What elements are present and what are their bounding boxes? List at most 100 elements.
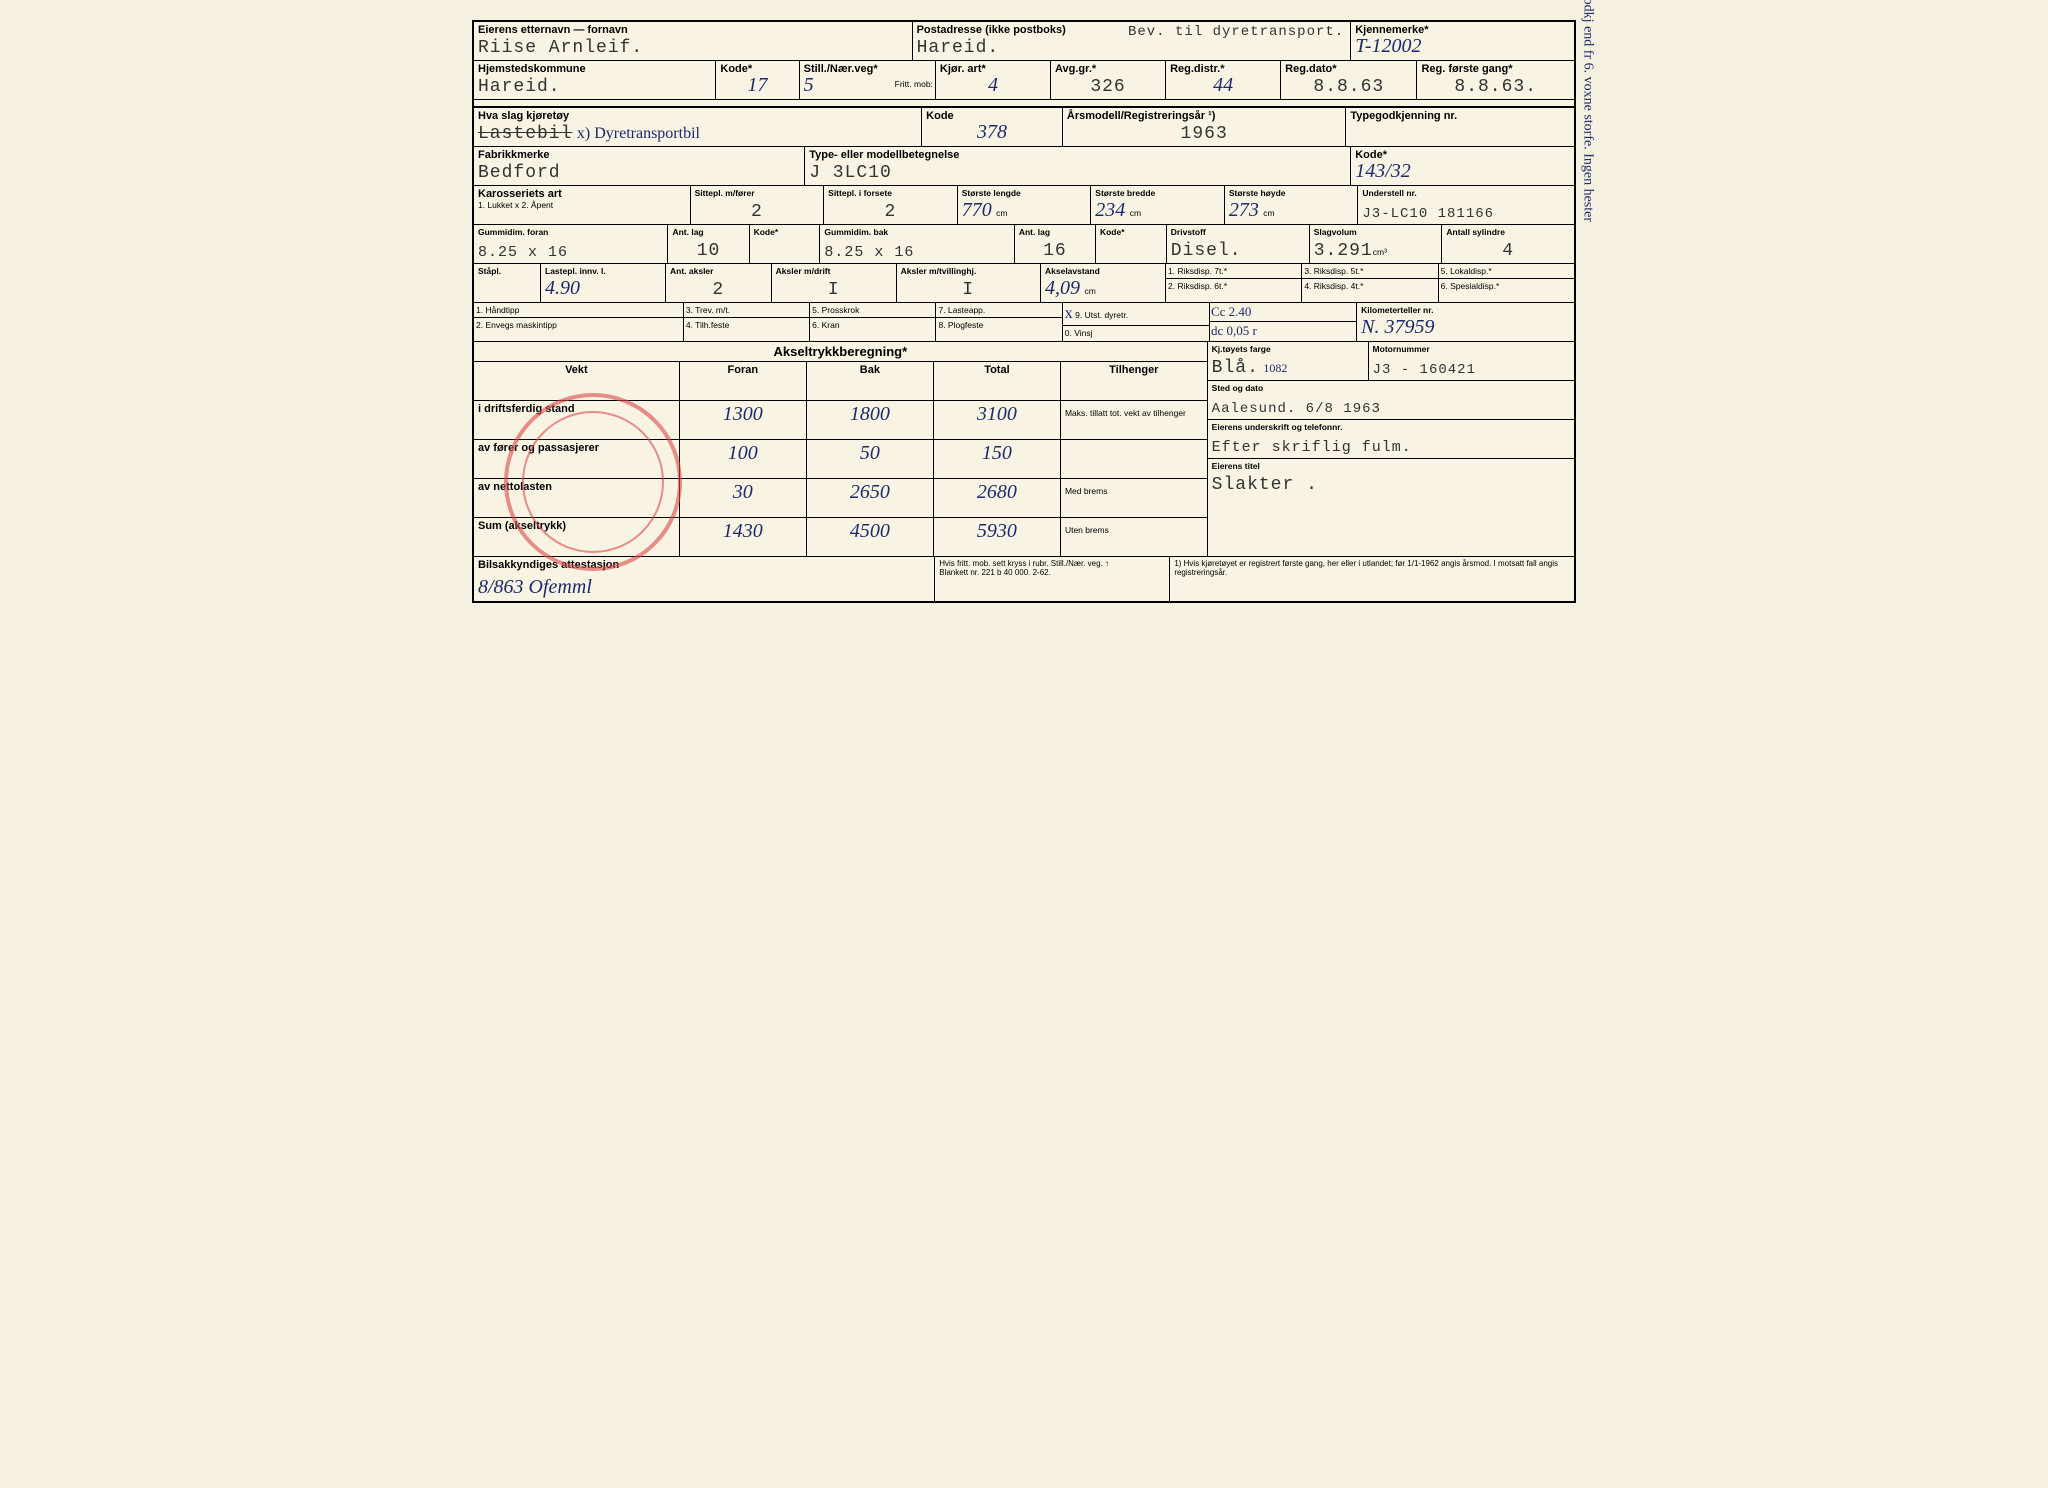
still-value: 5 bbox=[804, 74, 931, 97]
cell-opt78: 7. Lasteapp. 8. Plogfeste bbox=[936, 303, 1062, 341]
arsmodell-label: Årsmodell/Registreringsår ¹) bbox=[1067, 110, 1341, 122]
hoyde-value: 273 bbox=[1229, 199, 1259, 221]
aksel-header: Vekt Foran Bak Total Tilhenger bbox=[474, 362, 1207, 401]
avg-value: 326 bbox=[1055, 77, 1161, 97]
kjor-value: 4 bbox=[940, 74, 1046, 97]
slagvolum-value: 3.291 bbox=[1314, 241, 1373, 261]
hvis-text: Hvis fritt. mob. sett kryss i rubr. Stil… bbox=[939, 559, 1109, 568]
row-sted: Sted og dato Aalesund. 6/8 1963 bbox=[1208, 381, 1574, 420]
fabrikk-label: Fabrikkmerke bbox=[478, 149, 800, 161]
row-tires: Gummidim. foran 8.25 x 16 Ant. lag 10 Ko… bbox=[474, 225, 1574, 264]
farge-note: 1082 bbox=[1263, 361, 1287, 375]
sylindre-label: Antall sylindre bbox=[1446, 227, 1570, 237]
farge-value: Blå. bbox=[1212, 358, 1259, 378]
lengde-unit: cm bbox=[996, 208, 1007, 218]
regdistr-value: 44 bbox=[1170, 74, 1276, 97]
cell-titel: Eierens titel Slakter . bbox=[1208, 459, 1574, 497]
drift-label: Aksler m/drift bbox=[776, 266, 892, 276]
hva-strike: Lastebil bbox=[478, 124, 572, 144]
cell-opt90: x 9. Utst. dyretr. 0. Vinsj bbox=[1063, 303, 1210, 341]
cell-understell: Understell nr. J3-LC10 181166 bbox=[1358, 186, 1574, 224]
opt7: 7. Lasteapp. bbox=[936, 303, 1061, 318]
separator bbox=[474, 100, 1574, 108]
drift-value: I bbox=[776, 280, 892, 300]
cell-kode-f: Kode* bbox=[750, 225, 821, 263]
laste-label: Lastepl. innv. l. bbox=[545, 266, 661, 276]
undersk-label: Eierens underskrift og telefonnr. bbox=[1212, 422, 1570, 432]
arsmodell-value: 1963 bbox=[1067, 124, 1341, 144]
kode-f-label: Kode* bbox=[754, 227, 816, 237]
opt5: 5. Prosskrok bbox=[810, 303, 935, 318]
antlag-f-value: 10 bbox=[672, 241, 744, 261]
riks2: 2. Riksdisp. 6t.* bbox=[1166, 279, 1301, 293]
cell-kode4: Kode* 143/32 bbox=[1351, 147, 1574, 185]
cell-avg: Avg.gr.* 326 bbox=[1051, 61, 1166, 99]
kaross-opts: 1. Lukket x 2. Åpent bbox=[478, 200, 686, 210]
cell-farge: Kj.tøyets farge Blå. 1082 bbox=[1208, 342, 1369, 380]
opt8: 8. Plogfeste bbox=[936, 318, 1061, 332]
cell-plate: Kjennemerke* T-12002 bbox=[1351, 22, 1574, 60]
cell-fabrikk: Fabrikkmerke Bedford bbox=[474, 147, 805, 185]
cell-sylindre: Antall sylindre 4 bbox=[1442, 225, 1574, 263]
cell-regforste: Reg. første gang* 8.8.63. bbox=[1417, 61, 1574, 99]
riks1: 1. Riksdisp. 7t.* bbox=[1166, 264, 1301, 279]
extra2: dc 0,05 r bbox=[1210, 322, 1356, 340]
plate-value: T-12002 bbox=[1355, 35, 1570, 58]
cell-kode: Kode* 17 bbox=[716, 61, 799, 99]
cell-gummi-b: Gummidim. bak 8.25 x 16 bbox=[820, 225, 1014, 263]
opt4: 4. Tilh.feste bbox=[684, 318, 809, 332]
hoyde-label: Største høyde bbox=[1229, 188, 1354, 198]
riks4: 4. Riksdisp. 4t.* bbox=[1302, 279, 1437, 293]
aksel-tilhenger-text: Med brems bbox=[1065, 486, 1108, 496]
kaross-label: Karosseriets art bbox=[478, 188, 686, 200]
lengde-label: Største lengde bbox=[962, 188, 1087, 198]
cell-riks12: 1. Riksdisp. 7t.* 2. Riksdisp. 6t.* bbox=[1166, 264, 1302, 302]
cell-note1: 1) Hvis kjøretøyet er registrert første … bbox=[1170, 557, 1574, 601]
cell-riks56: 5. Lokaldisp.* 6. Spesialdisp.* bbox=[1439, 264, 1574, 302]
cell-km: Kilometerteller nr. N. 37959 bbox=[1357, 303, 1574, 341]
cell-kjor: Kjør. art* 4 bbox=[936, 61, 1051, 99]
kode-b-label: Kode* bbox=[1100, 227, 1162, 237]
gummi-f-label: Gummidim. foran bbox=[478, 227, 663, 237]
cell-sittefor: Sittepl. i forsete 2 bbox=[824, 186, 958, 224]
typegod-label: Typegodkjenning nr. bbox=[1350, 110, 1570, 122]
registration-card: Eierens etternavn — fornavn Riise Arnlei… bbox=[472, 20, 1576, 603]
km-value: N. 37959 bbox=[1361, 316, 1570, 339]
cell-stapl: Ståpl. bbox=[474, 264, 541, 302]
farge-label: Kj.tøyets farge bbox=[1212, 344, 1364, 354]
cell-drift: Aksler m/drift I bbox=[772, 264, 897, 302]
cell-hoyde: Største høyde 273 cm bbox=[1225, 186, 1359, 224]
kode3-value: 378 bbox=[926, 121, 1058, 144]
aksel-row-label: av fører og passasjerer bbox=[478, 442, 675, 454]
cell-arsmodell: Årsmodell/Registreringsår ¹) 1963 bbox=[1063, 108, 1346, 146]
opt9: 9. Utst. dyretr. bbox=[1075, 310, 1128, 320]
row-footer: Bilsakkyndiges attestasjon 8/863 Ofemml … bbox=[474, 556, 1574, 601]
bilsak-label: Bilsakkyndiges attestasjon bbox=[478, 559, 930, 571]
opt1: 1. Håndtipp bbox=[474, 303, 683, 318]
aksel-row: av fører og passasjerer 100 50 150 bbox=[474, 440, 1207, 479]
regforste-value: 8.8.63. bbox=[1421, 77, 1570, 97]
cell-tvill: Aksler m/tvillinghj. I bbox=[897, 264, 1041, 302]
cell-hvis: Hvis fritt. mob. sett kryss i rubr. Stil… bbox=[935, 557, 1170, 601]
row-vehicle-type: Hva slag kjøretøy Lastebil x) Dyretransp… bbox=[474, 108, 1574, 147]
bak-label: Bak bbox=[811, 364, 929, 376]
hva-value: x) Dyretransportbil bbox=[577, 125, 700, 142]
blankett-text: Blankett nr. 221 b 40 000. 2-62. bbox=[939, 568, 1051, 577]
aksel-total: 5930 bbox=[977, 520, 1017, 542]
cell-bilsak: Bilsakkyndiges attestasjon 8/863 Ofemml bbox=[474, 557, 935, 601]
cell-type: Type- eller modellbetegnelse J 3LC10 bbox=[805, 147, 1351, 185]
cell-regdato: Reg.dato* 8.8.63 bbox=[1281, 61, 1417, 99]
cell-undersk: Eierens underskrift og telefonnr. Efter … bbox=[1208, 420, 1574, 458]
aksler-label: Ant. aksler bbox=[670, 266, 767, 276]
aksel-foran: 1300 bbox=[723, 403, 763, 425]
kode-value: 17 bbox=[720, 74, 794, 97]
understell-label: Understell nr. bbox=[1362, 188, 1570, 198]
cell-motor: Motornummer J3 - 160421 bbox=[1369, 342, 1574, 380]
row-equipment: 1. Håndtipp 2. Envegs maskintipp 3. Trev… bbox=[474, 303, 1574, 342]
total-label: Total bbox=[938, 364, 1056, 376]
cell-aksler: Ant. aksler 2 bbox=[666, 264, 772, 302]
riks3: 3. Riksdisp. 5t.* bbox=[1302, 264, 1437, 279]
hva-label: Hva slag kjøretøy bbox=[478, 110, 917, 122]
aksler-value: 2 bbox=[670, 280, 767, 300]
gummi-b-label: Gummidim. bak bbox=[824, 227, 1009, 237]
